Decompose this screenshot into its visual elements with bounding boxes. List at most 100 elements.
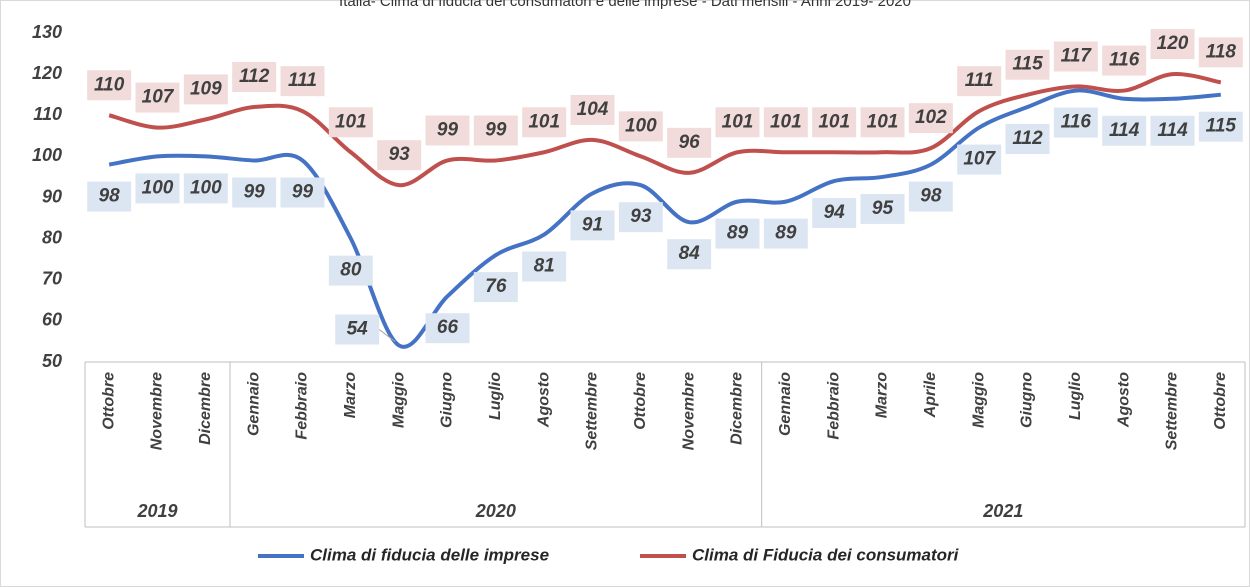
data-label-bg [87, 181, 132, 212]
x-tick-label: Ottobre [632, 372, 649, 430]
x-tick-label: Agosto [1115, 372, 1132, 428]
data-label: 101 [867, 111, 899, 132]
data-label: 111 [965, 70, 994, 91]
data-label: 101 [335, 111, 367, 132]
x-tick-label: Luglio [487, 372, 504, 420]
data-label: 117 [1061, 45, 1093, 66]
data-label-bg [135, 82, 180, 113]
data-label: 114 [1157, 120, 1188, 141]
data-label-bg [957, 66, 1002, 97]
x-tick-label: Giugno [1019, 372, 1036, 428]
data-label: 99 [437, 120, 459, 141]
data-label: 112 [239, 66, 270, 87]
data-label-bg [908, 181, 953, 212]
data-label-bg [335, 314, 380, 345]
data-label-bg [618, 111, 663, 142]
data-label: 101 [818, 111, 850, 132]
x-tick-label: Marzo [874, 372, 891, 418]
y-tick-label: 90 [42, 186, 62, 206]
y-tick-label: 120 [32, 63, 62, 83]
data-label-bg [812, 198, 857, 229]
x-tick-label: Maggio [970, 372, 987, 428]
data-label: 116 [1061, 112, 1092, 133]
data-label: 110 [94, 74, 125, 95]
data-label: 102 [915, 107, 947, 128]
x-tick-label: Gennaio [777, 372, 794, 436]
x-tick-label: Dicembre [729, 372, 746, 445]
group-label: 2020 [475, 501, 516, 521]
group-label: 2019 [136, 501, 177, 521]
data-label: 104 [577, 99, 609, 120]
data-label: 96 [679, 132, 701, 153]
data-label-bg [1005, 124, 1050, 155]
data-label-bg [522, 107, 567, 138]
x-tick-label: Agosto [535, 372, 552, 428]
data-label-bg [280, 66, 325, 97]
data-label: 107 [142, 87, 175, 108]
x-tick-label: Settembre [1164, 372, 1181, 450]
data-label-bg [280, 177, 325, 208]
data-label: 116 [1109, 50, 1140, 71]
data-label-bg [473, 272, 518, 303]
data-label-bg [87, 70, 132, 101]
data-label-bg [135, 173, 180, 204]
data-label: 112 [1012, 128, 1043, 149]
x-tick-label: Aprile [922, 372, 939, 418]
data-label: 99 [244, 182, 266, 203]
data-label: 114 [1109, 120, 1140, 141]
data-label: 66 [437, 317, 459, 338]
x-tick-label: Ottobre [100, 372, 117, 430]
chart-title: Italia- Clima di fiducia dei consumatori… [339, 0, 911, 10]
x-tick-label: Dicembre [197, 372, 214, 445]
data-label-bg [1102, 115, 1147, 146]
data-label-bg [812, 107, 857, 138]
data-label: 115 [1206, 116, 1237, 137]
data-label-bg [860, 107, 905, 138]
data-label-bg [763, 107, 808, 138]
data-label: 94 [824, 202, 846, 223]
x-tick-label: Luglio [1067, 372, 1084, 420]
y-tick-label: 60 [42, 310, 62, 330]
y-tick-label: 70 [42, 269, 62, 289]
data-label-bg [1150, 115, 1195, 146]
group-label: 2021 [982, 501, 1023, 521]
y-tick-label: 100 [32, 145, 62, 165]
data-label: 89 [727, 223, 749, 244]
data-label-bg [1102, 45, 1147, 76]
data-label-bg [425, 115, 470, 146]
data-label-bg [232, 62, 277, 93]
data-label-bg [377, 140, 422, 171]
data-label: 98 [99, 186, 121, 207]
data-label: 101 [770, 111, 802, 132]
x-tick-label: Novembre [680, 372, 697, 450]
data-label: 109 [190, 78, 222, 99]
leader-line [378, 329, 396, 342]
data-label-bg [473, 115, 518, 146]
series-line [108, 88, 1221, 349]
data-label-bg [1053, 41, 1098, 72]
y-tick-label: 110 [33, 104, 62, 124]
x-tick-label: Marzo [342, 372, 359, 418]
data-label: 98 [920, 186, 942, 207]
x-tick-label: Ottobre [1212, 372, 1229, 430]
data-label-bg [183, 74, 228, 105]
data-label: 81 [534, 256, 555, 277]
x-tick-label: Settembre [584, 372, 601, 450]
data-label: 100 [190, 177, 222, 198]
data-label-bg [328, 107, 373, 138]
data-label-bg [1150, 29, 1195, 60]
data-label-bg [1053, 107, 1098, 138]
data-label-bg [425, 313, 470, 344]
data-label-bg [667, 127, 712, 158]
data-label: 111 [288, 70, 317, 91]
data-label: 93 [389, 144, 411, 165]
data-label: 115 [1012, 54, 1043, 75]
data-label: 99 [292, 182, 314, 203]
data-label: 91 [582, 214, 603, 235]
data-label-bg [522, 251, 567, 282]
data-label: 118 [1206, 41, 1237, 62]
data-label-bg [957, 144, 1002, 175]
x-tick-label: Giugno [439, 372, 456, 428]
legend-label: Clima di Fiducia dei consumatori [692, 545, 960, 564]
